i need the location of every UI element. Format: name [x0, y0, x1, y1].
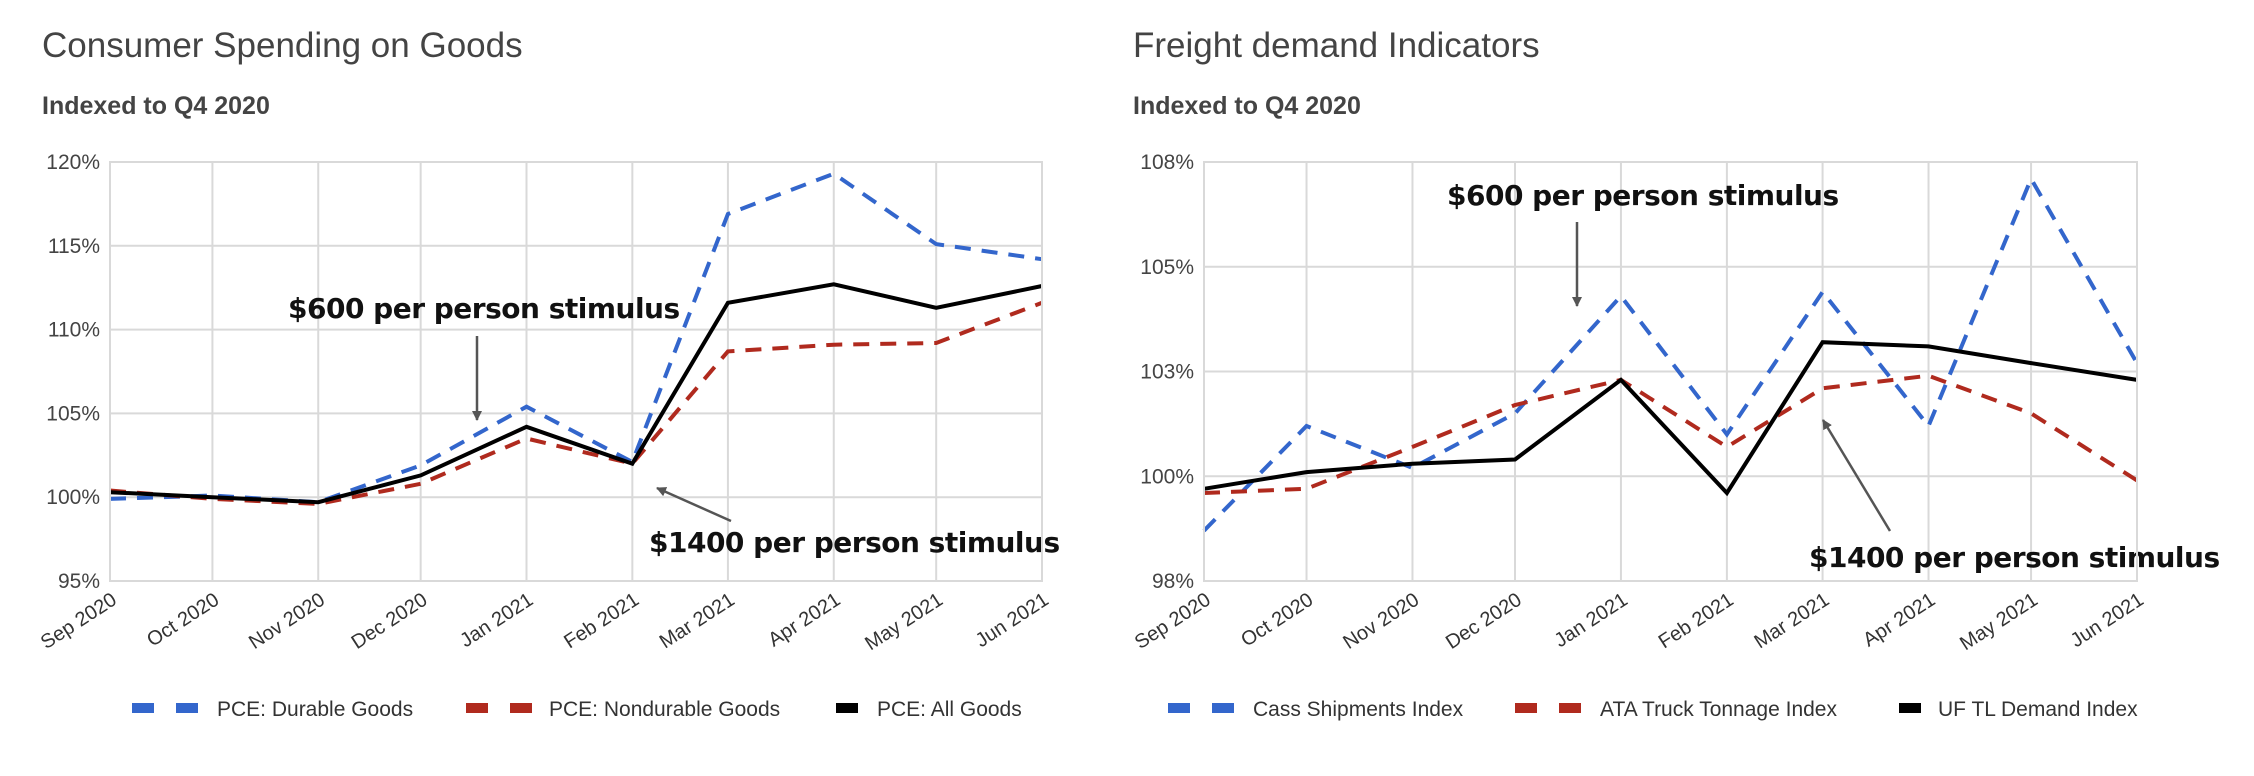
series-line-pce-nondurable-goods: [109, 300, 1043, 506]
annotation-label: $600 per person stimulus: [288, 292, 680, 325]
legend-swatch-icon: [836, 703, 858, 713]
legend-swatch-icon: [510, 703, 532, 713]
legend-swatch-icon: [1559, 703, 1581, 713]
x-tick-label: Jun 2021: [2067, 589, 2148, 652]
annotation-label: $1400 per person stimulus: [649, 526, 1060, 559]
series-line-uf-tl-demand-index: [1203, 340, 2138, 497]
legend-label: ATA Truck Tonnage Index: [1600, 698, 1837, 721]
x-tick-label: Dec 2020: [348, 589, 432, 654]
legend-swatch-icon: [1168, 703, 1190, 713]
y-tick-label: 108%: [1140, 151, 1194, 174]
x-tick-label: Mar 2021: [656, 589, 739, 653]
annotation-arrow-icon: [656, 486, 732, 523]
x-tick-label: Mar 2021: [1750, 589, 1833, 653]
y-tick-label: 120%: [46, 151, 100, 174]
gridlines: [109, 161, 1043, 582]
x-tick-label: May 2021: [861, 589, 947, 655]
annotation-label: $1400 per person stimulus: [1809, 541, 2220, 574]
y-tick-label: 115%: [48, 235, 100, 258]
y-tick-label: 110%: [48, 319, 100, 342]
x-tick-label: Sep 2020: [1131, 589, 1215, 654]
legend: PCE: Durable Goods PCE: Nondurable Goods P…: [132, 698, 1022, 721]
y-tick-label: 105%: [46, 402, 100, 425]
y-tick-label: 100%: [46, 486, 100, 509]
x-tick-label: Nov 2020: [245, 589, 329, 654]
x-tick-label: Nov 2020: [1339, 589, 1423, 654]
x-tick-label: Jan 2021: [456, 589, 537, 652]
annotation-arrow-icon: [1821, 419, 1892, 532]
y-tick-label: 98%: [1152, 570, 1194, 593]
x-tick-label: Jun 2021: [972, 589, 1053, 652]
x-tick-label: Feb 2021: [560, 589, 643, 653]
series-line-pce-durable-goods: [109, 171, 1043, 505]
series-line-pce-all-goods: [109, 282, 1043, 505]
x-tick-label: Apr 2021: [764, 589, 844, 652]
freight-demand-chart-panel: Freight demand Indicators Indexed to Q4 …: [1110, 0, 2254, 776]
legend-swatch-icon: [1515, 703, 1537, 713]
legend: Cass Shipments Index ATA Truck Tonnage In…: [1168, 698, 2138, 721]
y-tick-label: 103%: [1140, 361, 1194, 384]
x-tick-label: Oct 2020: [143, 589, 223, 652]
chart-subtitle: Indexed to Q4 2020: [1133, 92, 1361, 120]
consumer-spending-chart-panel: Consumer Spending on Goods Indexed to Q4…: [0, 0, 1110, 776]
legend-swatch-icon: [176, 703, 198, 713]
legend-label: PCE: Nondurable Goods: [549, 698, 780, 721]
gridlines: [1203, 161, 2138, 582]
series-line-ata-truck-tonnage-index: [1203, 373, 2139, 495]
x-tick-label: Feb 2021: [1655, 589, 1738, 653]
legend-label: UF TL Demand Index: [1938, 698, 2138, 721]
chart-subtitle: Indexed to Q4 2020: [42, 92, 270, 120]
x-tick-label: Dec 2020: [1442, 589, 1526, 654]
x-tick-label: Sep 2020: [37, 589, 121, 654]
chart-title: Freight demand Indicators: [1133, 26, 1540, 65]
x-tick-label: Oct 2020: [1237, 589, 1317, 652]
legend-swatch-icon: [1899, 703, 1921, 713]
freight-demand-line-chart: 98% 100% 103% 105% 108% Sep 2020 Oct 2020 Nov 2…: [1131, 151, 2220, 721]
plot-border: [109, 161, 1043, 582]
y-tick-label: 100%: [1140, 465, 1194, 488]
consumer-spending-line-chart: 95% 100% 105% 110% 115% 120% Sep 2020 Oct 2020 N…: [37, 151, 1060, 721]
x-tick-label: Jan 2021: [1551, 589, 1632, 652]
legend-label: PCE: Durable Goods: [217, 698, 413, 721]
x-tick-label: May 2021: [1956, 589, 2042, 655]
x-tick-label: Apr 2021: [1859, 589, 1939, 652]
legend-swatch-icon: [466, 703, 488, 713]
legend-swatch-icon: [132, 703, 154, 713]
y-tick-label: 105%: [1140, 256, 1194, 279]
legend-label: Cass Shipments Index: [1253, 698, 1464, 721]
series-line-cass-shipments-index: [1202, 174, 2139, 533]
y-tick-label: 95%: [58, 570, 100, 593]
annotation-label: $600 per person stimulus: [1447, 179, 1839, 212]
chart-title: Consumer Spending on Goods: [42, 26, 523, 65]
plot-border: [1203, 161, 2138, 582]
legend-label: PCE: All Goods: [877, 698, 1022, 721]
legend-swatch-icon: [1212, 703, 1234, 713]
